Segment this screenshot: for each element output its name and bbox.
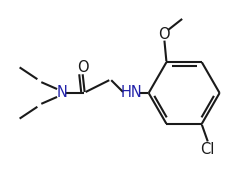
Text: N: N <box>56 85 67 100</box>
Text: HN: HN <box>120 85 142 100</box>
Text: O: O <box>77 60 88 75</box>
Text: Cl: Cl <box>200 142 214 157</box>
Text: O: O <box>158 27 170 42</box>
